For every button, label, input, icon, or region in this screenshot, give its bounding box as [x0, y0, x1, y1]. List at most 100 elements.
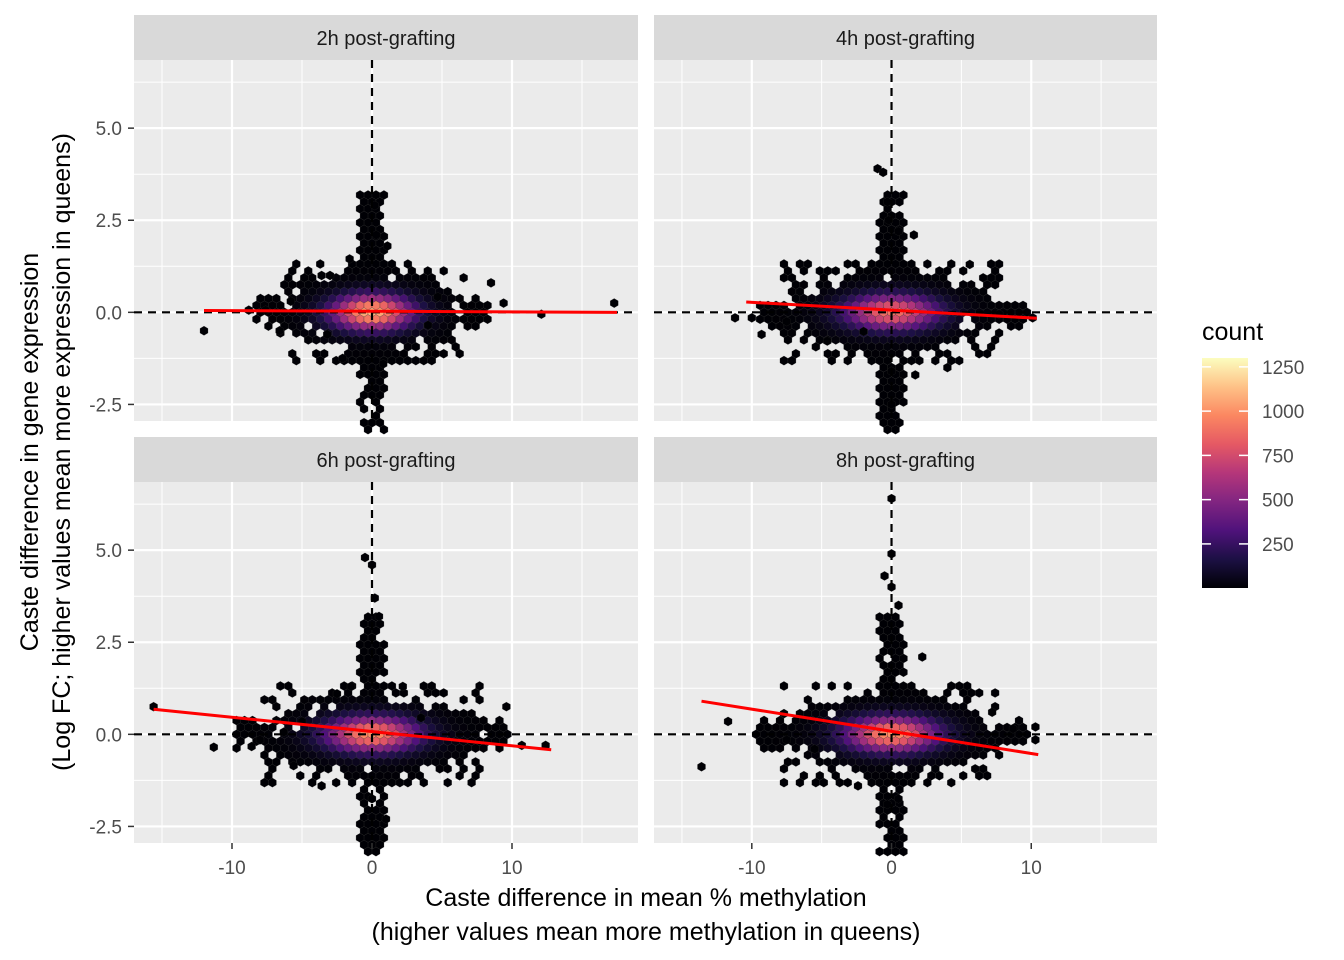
hexbin-cell: [471, 321, 480, 331]
hexbin-cell: [879, 167, 888, 178]
hexbin-cell: [810, 744, 819, 754]
hexbin-cell: [799, 266, 808, 276]
hexbin-cell: [843, 777, 852, 788]
panel-6h: 6h post-grafting: [134, 437, 638, 857]
hexbin-cell: [787, 355, 797, 366]
hexbin-cell: [316, 259, 325, 269]
hexbin-cell: [779, 681, 789, 691]
hexbin-cell: [915, 355, 924, 366]
hexbin-cell: [988, 707, 997, 717]
hexbin-cell: [308, 777, 317, 788]
hexbin-cell: [419, 777, 428, 788]
regression-line: [203, 308, 618, 314]
hexbin-cell: [859, 326, 868, 337]
axes-ticks: -2.5 0.0 2.5 5.0 -2.5 0.0 2.5 5.0 -10 0 10 -10 0 10: [89, 119, 1042, 879]
hexbin-cell: [979, 750, 988, 760]
y-tick-label: 0.0: [96, 303, 122, 324]
hexbin-cell: [918, 652, 927, 662]
hexbin-cell: [232, 743, 241, 753]
hexbin-cell: [486, 278, 496, 288]
hexbin-cell: [990, 688, 1000, 698]
hexbin-cell: [323, 329, 332, 340]
hexbin-cell: [360, 552, 370, 563]
hexbin-cell: [883, 799, 892, 810]
hexbin-cell: [899, 397, 908, 407]
hexbin-cell: [371, 846, 381, 857]
hexbin-cell: [811, 681, 820, 691]
hexbin-cell: [1031, 722, 1040, 732]
hexbin-cell: [459, 695, 468, 705]
facet-strip-label: 6h post-grafting: [317, 450, 456, 472]
x-tick-label: -10: [738, 858, 765, 879]
hexbin-cell: [782, 735, 791, 745]
hexbin-cell: [959, 770, 968, 781]
hexbin-cell: [296, 770, 305, 781]
hexbin-cell: [423, 320, 433, 330]
hexbin-cell: [467, 777, 476, 788]
hexbin-cell: [723, 716, 733, 727]
hexbin-cell: [459, 273, 468, 283]
hexbin-cell: [747, 313, 756, 323]
x-axis-title-line2: (higher values mean more methylation in …: [372, 918, 921, 946]
hexbin-cell: [782, 316, 791, 327]
hexbin-cell: [827, 355, 836, 366]
hexbin-cell: [502, 701, 511, 712]
hexbin-cell: [268, 777, 277, 788]
legend-ticks: 250 500 750 1000 1250: [1202, 358, 1304, 556]
hexbin-cell: [1031, 735, 1040, 745]
hexbin-cell: [843, 681, 852, 691]
legend-title: count: [1202, 318, 1263, 346]
y-tick-label: 5.0: [96, 541, 122, 562]
hexbin-cell: [831, 266, 840, 276]
hexbin-cell: [338, 353, 347, 364]
hexbin-cell: [887, 399, 896, 410]
hexbin-cell: [799, 335, 808, 345]
hexbin-cell: [398, 681, 407, 692]
hexbin-cell: [367, 794, 377, 804]
x-tick-label: 10: [1021, 858, 1042, 879]
hexbin-cell: [891, 424, 900, 435]
facet-strip-label: 2h post-grafting: [317, 28, 456, 50]
hexbin-cell: [332, 689, 342, 699]
hexbin-cell: [880, 571, 889, 581]
hexbin-cell: [779, 777, 789, 788]
hexbin-cell: [983, 348, 992, 359]
legend-tick-label: 500: [1262, 491, 1294, 512]
hexbin-cell: [316, 355, 325, 366]
hexbin-cell: [931, 355, 940, 366]
y-tick-label: 0.0: [96, 725, 122, 746]
hexbin-cell: [292, 355, 301, 366]
hexbin-cell: [894, 226, 903, 237]
x-tick-label: 0: [886, 858, 897, 879]
hexbin-cell: [317, 781, 326, 791]
hexbin-cell: [907, 777, 916, 788]
hexbin-cell: [379, 667, 389, 677]
regression-line: [153, 707, 552, 752]
hexbin-cell: [286, 296, 295, 307]
hexbin-cell: [247, 741, 256, 752]
hexbin-cell: [289, 760, 298, 771]
hexbin-cell: [317, 270, 326, 281]
hexbin-cell: [853, 781, 863, 791]
y-tick-label: -2.5: [89, 395, 122, 416]
x-axis-title-line1: Caste difference in mean % methylation: [425, 884, 866, 912]
hexbin-cell: [479, 743, 488, 753]
y-tick-label: -2.5: [89, 817, 122, 838]
hexbin-cell: [757, 329, 766, 340]
hexbin-cell: [379, 424, 389, 435]
hexbin-cell: [965, 259, 974, 270]
hexbin-cell: [363, 424, 373, 435]
hexbin-cell: [455, 770, 464, 781]
x-tick-label: 0: [367, 858, 378, 879]
hexbin-layer: [730, 163, 1037, 435]
hexbin-cell: [332, 777, 341, 788]
regression-line: [701, 699, 1039, 757]
legend-tick-label: 1250: [1262, 358, 1304, 379]
panel-8h: 8h post-grafting: [654, 437, 1157, 857]
hexbin-cell: [819, 777, 828, 788]
hexbin-cell: [909, 230, 918, 240]
legend-colorbar: [1202, 358, 1248, 588]
regression-line: [746, 300, 1037, 320]
y-tick-label: 5.0: [96, 119, 122, 140]
hexbin-cell: [359, 404, 369, 414]
